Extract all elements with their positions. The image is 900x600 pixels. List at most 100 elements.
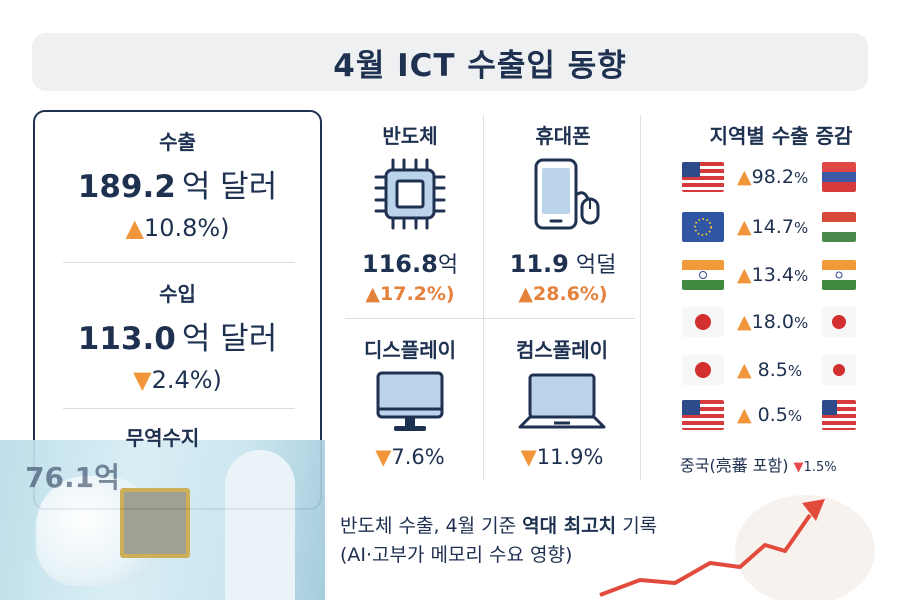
up-arrow-icon: ▲ bbox=[737, 404, 752, 426]
grid-line bbox=[483, 115, 484, 480]
up-arrow-icon: ▲ bbox=[737, 359, 752, 381]
import-change: 2.4%) bbox=[151, 366, 222, 394]
down-arrow-icon: ▼ bbox=[793, 460, 804, 475]
product-name: 휴대폰 bbox=[535, 124, 591, 148]
in-flag-icon bbox=[822, 260, 856, 290]
page-title: 4월 ICT 수출입 동향 bbox=[333, 47, 627, 84]
region-value: ▲13.4% bbox=[737, 264, 808, 286]
product-change-line: ▲17.2%) bbox=[345, 283, 475, 305]
up-arrow-icon: ▲ bbox=[125, 214, 144, 242]
region-row: ▲ 0.5% bbox=[682, 400, 857, 432]
footnote: 반도체 수출, 4월 기준 역대 최고치 기록 (AI·고부가 메모리 수요 영… bbox=[340, 512, 657, 570]
export-value: 189.2 bbox=[77, 169, 176, 205]
product-change: 11.9% bbox=[536, 445, 604, 469]
china-label: 중국(亮蕃 포함) bbox=[680, 456, 789, 475]
growth-arrow-icon bbox=[599, 495, 875, 600]
down-arrow-icon: ▼ bbox=[133, 366, 152, 394]
divider bbox=[63, 408, 295, 409]
in-flag-icon bbox=[682, 260, 724, 290]
up-arrow-icon: ▲ bbox=[737, 216, 752, 238]
divider bbox=[63, 262, 295, 263]
grid-line bbox=[640, 115, 641, 480]
down-arrow-icon: ▼ bbox=[375, 445, 392, 469]
export-value-line: 189.2 억 달러 bbox=[35, 161, 320, 206]
product-computer: 컴스풀레이 ▼11.9% bbox=[492, 334, 632, 469]
region-row: ▲ 8.5% bbox=[682, 355, 857, 387]
export-change: 10.8%) bbox=[143, 214, 230, 242]
region-number: 14.7 bbox=[751, 216, 794, 238]
export-unit: 억 달러 bbox=[181, 169, 278, 205]
product-change: 17.2%) bbox=[380, 283, 455, 305]
export-label: 수출 bbox=[159, 130, 196, 154]
us-flag-icon bbox=[822, 400, 856, 430]
monitor-icon bbox=[376, 371, 444, 431]
china-row: 중국(亮蕃 포함) ▼1.5% bbox=[680, 452, 837, 476]
chip-icon bbox=[374, 158, 446, 230]
up-arrow-icon: ▲ bbox=[737, 311, 752, 333]
region-row: ▲14.7% bbox=[682, 212, 857, 244]
product-name: 컴스풀레이 bbox=[516, 338, 608, 362]
jp-flag-icon bbox=[682, 307, 724, 337]
product-value: 11.9 bbox=[509, 250, 569, 278]
footnote-line2: (AI·고부가 메모리 수요 영향) bbox=[340, 544, 573, 566]
export-summary: 수출 189.2 억 달러 ▲10.8%) bbox=[35, 126, 320, 242]
us-flag-icon bbox=[682, 162, 724, 192]
region-number: 98.2 bbox=[751, 166, 794, 188]
region-pct: % bbox=[793, 314, 809, 332]
region-title: 지역별 수출 증감 bbox=[709, 124, 853, 148]
product-name: 디스플레이 bbox=[364, 338, 456, 362]
region-number: 8.5 bbox=[757, 359, 788, 381]
footnote-highlight: 역대 최고치 bbox=[522, 515, 617, 537]
up-arrow-icon: ▲ bbox=[737, 166, 752, 188]
us-flag-icon bbox=[682, 400, 724, 430]
china-value: 1.5% bbox=[803, 460, 837, 475]
title-bar: 4월 ICT 수출입 동향 bbox=[32, 33, 868, 91]
region-pct: % bbox=[793, 219, 809, 237]
product-change: 28.6%) bbox=[533, 283, 608, 305]
up-arrow-icon: ▲ bbox=[365, 283, 380, 305]
region-number: 13.4 bbox=[751, 264, 794, 286]
product-unit: 억덜 bbox=[568, 253, 617, 278]
product-value-line: 116.8억 bbox=[345, 247, 475, 279]
region-row: ▲13.4% bbox=[682, 260, 857, 292]
export-change-line: ▲10.8%) bbox=[35, 214, 320, 242]
product-unit: 억 bbox=[437, 253, 459, 278]
ru-flag-icon bbox=[822, 162, 856, 192]
region-pct: % bbox=[787, 362, 803, 380]
region-pct: % bbox=[787, 407, 803, 425]
up-arrow-icon: ▲ bbox=[518, 283, 533, 305]
trade-balance-label: 무역수지 bbox=[125, 426, 200, 450]
region-pct: % bbox=[793, 169, 809, 187]
import-value: 113.0 bbox=[77, 321, 176, 357]
jp-flag-icon bbox=[682, 355, 724, 385]
product-change-line: ▼7.6% bbox=[340, 445, 480, 469]
region-value: ▲14.7% bbox=[737, 216, 808, 238]
import-summary: 수입 113.0 억 달러 ▼2.4%) bbox=[35, 278, 320, 394]
product-change-line: ▲28.6%) bbox=[493, 283, 633, 305]
laptop-icon bbox=[518, 373, 606, 429]
jp-flag-icon bbox=[822, 307, 856, 337]
footnote-line1: 반도체 수출, 4월 기준 역대 최고치 기록 bbox=[340, 512, 657, 541]
phone-icon bbox=[534, 158, 600, 230]
grid-line bbox=[345, 318, 635, 319]
import-change-line: ▼2.4%) bbox=[35, 366, 320, 394]
product-value: 116.8 bbox=[361, 250, 438, 278]
down-arrow-icon: ▼ bbox=[520, 445, 537, 469]
eu-flag-icon bbox=[682, 212, 724, 242]
region-value: ▲ 0.5% bbox=[737, 404, 802, 426]
import-label: 수입 bbox=[159, 282, 196, 306]
region-value: ▲ 8.5% bbox=[737, 359, 802, 381]
region-value: ▲98.2% bbox=[737, 166, 808, 188]
trade-balance-value: 76.1억 bbox=[25, 461, 120, 494]
footnote-text: 기록 bbox=[616, 515, 658, 537]
product-change-line: ▼11.9% bbox=[492, 445, 632, 469]
region-row: ▲98.2% bbox=[682, 162, 857, 194]
up-arrow-icon: ▲ bbox=[737, 264, 752, 286]
product-semiconductor: 반도체 116.8억 ▲17.2%) bbox=[345, 120, 475, 305]
region-value: ▲18.0% bbox=[737, 311, 808, 333]
region-number: 0.5 bbox=[757, 404, 788, 426]
footnote-text: 반도체 수출, 4월 기준 bbox=[340, 515, 523, 537]
lab-photo bbox=[0, 440, 325, 600]
hu-flag-icon bbox=[822, 212, 856, 242]
import-value-line: 113.0 억 달러 bbox=[35, 313, 320, 358]
